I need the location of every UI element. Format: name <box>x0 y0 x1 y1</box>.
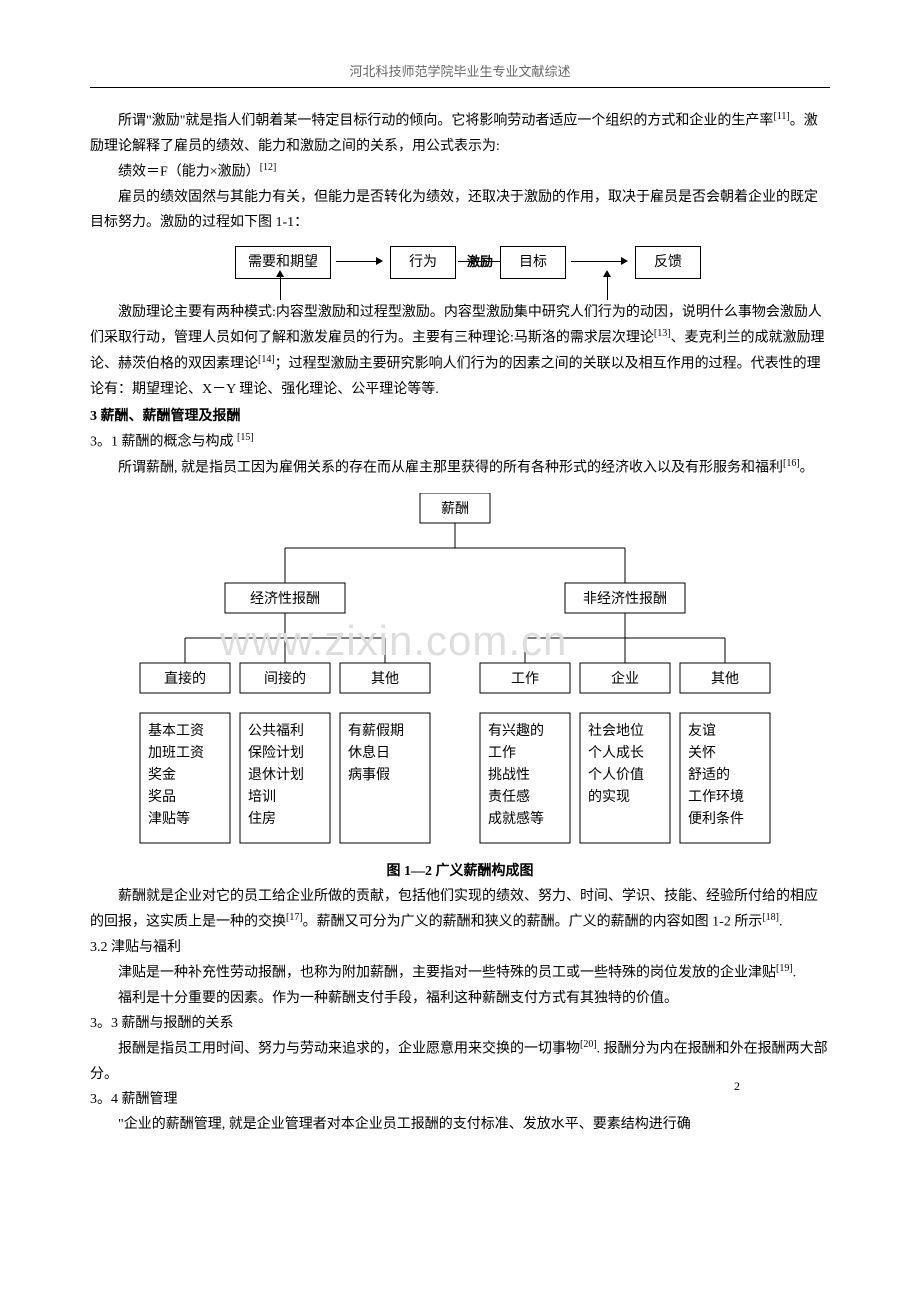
figure-caption: 图 1—2 广义薪酬构成图 <box>90 859 830 884</box>
flow-node: 目标 <box>500 246 566 279</box>
heading-3: 3 薪酬、薪酬管理及报酬 <box>90 404 830 429</box>
svg-text:其他: 其他 <box>371 671 399 687</box>
svg-text:培训: 培训 <box>248 789 276 805</box>
svg-text:奖金: 奖金 <box>148 766 176 783</box>
svg-text:有薪假期: 有薪假期 <box>348 723 404 739</box>
svg-text:住房: 住房 <box>248 811 276 827</box>
text: 津贴是一种补充性劳动报酬，也称为附加薪酬，主要指对一些特殊的员工或一些特殊的岗位… <box>118 966 776 981</box>
paragraph: 所谓薪酬, 就是指员工因为雇佣关系的存在而从雇主那里获得的所有各种形式的经济收入… <box>90 455 830 481</box>
svg-text:有兴趣的: 有兴趣的 <box>488 723 544 739</box>
svg-text:关怀: 关怀 <box>688 745 716 761</box>
citation: [18] <box>762 912 779 923</box>
text: . <box>779 915 783 930</box>
citation: [16] <box>783 458 800 469</box>
svg-text:个人价值: 个人价值 <box>588 767 644 783</box>
svg-text:经济性报酬: 经济性报酬 <box>250 591 320 607</box>
svg-text:工作环境: 工作环境 <box>688 789 744 805</box>
citation: [11] <box>773 111 789 122</box>
flow-node: 反馈 <box>635 246 701 279</box>
svg-text:公共福利: 公共福利 <box>248 723 304 739</box>
svg-text:津贴等: 津贴等 <box>148 810 190 827</box>
paragraph: 薪酬就是企业对它的员工给企业所做的贡献，包括他们实现的绩效、努力、时间、学识、技… <box>90 884 830 935</box>
svg-text:个人成长: 个人成长 <box>588 745 644 761</box>
paragraph: 激励理论主要有两种模式:内容型激励和过程型激励。内容型激励集中研究人们行为的动因… <box>90 300 830 402</box>
citation: [15] <box>237 432 254 443</box>
flow-node: 行为 <box>390 246 456 279</box>
text: 。薪酬又可分为广义的薪酬和狭义的薪酬。广义的薪酬的内容如图 1-2 所示 <box>303 915 763 930</box>
svg-text:间接的: 间接的 <box>264 670 306 687</box>
paragraph: "企业的薪酬管理, 就是企业管理者对本企业员工报酬的支付标准、发放水平、要素结构… <box>90 1112 830 1137</box>
svg-text:工作: 工作 <box>488 745 516 761</box>
text: 所谓薪酬, 就是指员工因为雇佣关系的存在而从雇主那里获得的所有各种形式的经济收入… <box>118 460 783 475</box>
paragraph: 津贴是一种补充性劳动报酬，也称为附加薪酬，主要指对一些特殊的员工或一些特殊的岗位… <box>90 960 830 986</box>
paragraph: 绩效＝F（能力×激励）[12] <box>90 159 830 185</box>
paragraph: 雇员的绩效固然与其能力有关，但能力是否转化为绩效，还取决于激励的作用，取决于雇员… <box>90 185 830 235</box>
svg-text:非经济性报酬: 非经济性报酬 <box>583 591 667 607</box>
text: 绩效＝F（能力×激励） <box>118 165 260 180</box>
citation: [17] <box>286 912 303 923</box>
svg-text:便利条件: 便利条件 <box>688 810 744 827</box>
svg-text:成就感等: 成就感等 <box>488 810 544 827</box>
svg-text:保险计划: 保险计划 <box>248 745 304 761</box>
tree-diagram: www.zixin.com.cn 薪酬 经济性报酬 非经济性报酬 <box>90 493 830 853</box>
heading-3-3: 3。3 薪酬与报酬的关系 <box>90 1011 830 1036</box>
paragraph: 报酬是指员工用时间、努力与劳动来追求的，企业愿意用来交换的一切事物[20]. 报… <box>90 1036 830 1087</box>
svg-text:薪酬: 薪酬 <box>441 501 469 517</box>
paragraph: 福利是十分重要的因素。作为一种薪酬支付手段，福利这种薪酬支付方式有其独特的价值。 <box>90 986 830 1011</box>
heading-3-4: 3。4 薪酬管理 <box>90 1087 830 1112</box>
header-rule <box>90 87 830 88</box>
text: 。 <box>800 460 814 475</box>
page-header: 河北科技师范学院毕业生专业文献综述 <box>90 60 830 87</box>
svg-text:直接的: 直接的 <box>164 670 206 687</box>
text: 所谓"激励"就是指人们朝着某一特定目标行动的倾向。它将影响劳动者适应一个组织的方… <box>118 114 773 129</box>
svg-text:友谊: 友谊 <box>688 723 716 739</box>
svg-text:退休计划: 退休计划 <box>248 767 304 783</box>
svg-text:休息日: 休息日 <box>348 744 390 761</box>
svg-text:舒适的: 舒适的 <box>688 767 730 783</box>
svg-text:挑战性: 挑战性 <box>488 767 530 783</box>
svg-text:的实现: 的实现 <box>588 789 630 805</box>
citation: [13] <box>654 328 671 339</box>
citation: [12] <box>260 162 277 173</box>
svg-text:工作: 工作 <box>511 671 539 687</box>
flow-diagram: 需要和期望 行为 目标 反馈 激励 <box>90 246 830 306</box>
svg-text:企业: 企业 <box>611 670 639 687</box>
citation: [14] <box>258 354 275 365</box>
svg-text:病事假: 病事假 <box>348 767 390 783</box>
page-number: 2 <box>734 1076 740 1098</box>
svg-text:加班工资: 加班工资 <box>148 745 204 761</box>
citation: [20] <box>580 1039 597 1050</box>
flow-label-struck: 激励 <box>467 250 493 273</box>
paragraph: 所谓"激励"就是指人们朝着某一特定目标行动的倾向。它将影响劳动者适应一个组织的方… <box>90 108 830 159</box>
text: . <box>793 966 797 981</box>
text: 报酬是指员工用时间、努力与劳动来追求的，企业愿意用来交换的一切事物 <box>118 1042 580 1057</box>
svg-text:基本工资: 基本工资 <box>148 722 204 739</box>
text: 3。1 薪酬的概念与构成 <box>90 435 237 450</box>
svg-text:社会地位: 社会地位 <box>588 723 644 739</box>
heading-3-1: 3。1 薪酬的概念与构成 [15] <box>90 429 830 455</box>
svg-text:其他: 其他 <box>711 671 739 687</box>
tree-svg: 薪酬 经济性报酬 非经济性报酬 直接的 <box>110 493 810 853</box>
heading-3-2: 3.2 津贴与福利 <box>90 935 830 960</box>
citation: [19] <box>776 963 793 974</box>
svg-text:奖品: 奖品 <box>148 788 176 805</box>
svg-text:责任感: 责任感 <box>488 788 530 805</box>
